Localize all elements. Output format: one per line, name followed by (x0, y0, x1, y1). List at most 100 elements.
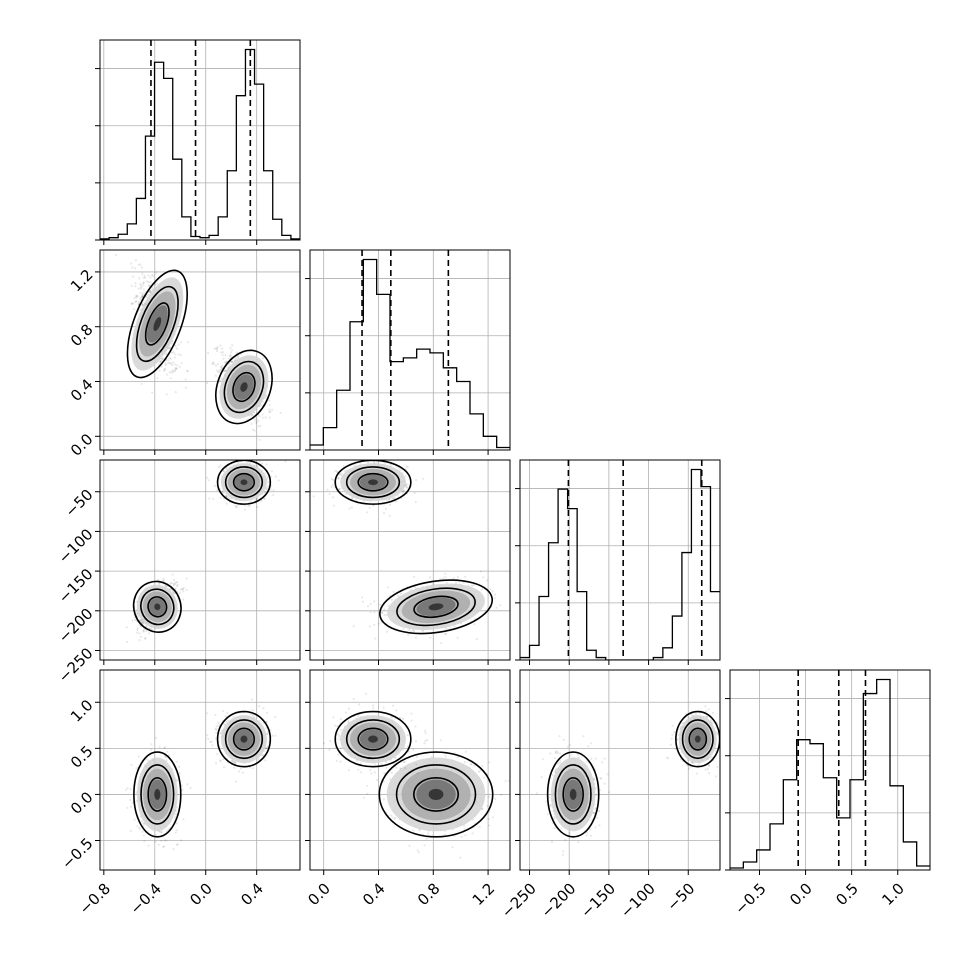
scatter-point (256, 505, 259, 508)
scatter-point (444, 572, 447, 575)
scatter-point (442, 577, 445, 580)
scatter-point (257, 419, 260, 422)
scatter-point (148, 632, 151, 635)
scatter-point (160, 358, 163, 361)
scatter-point (157, 583, 161, 586)
scatter-point (173, 369, 177, 372)
scatter-point (175, 367, 178, 370)
scatter-point (168, 371, 171, 374)
scatter-point (149, 291, 152, 294)
scatter-point (252, 714, 255, 717)
scatter-point (385, 630, 388, 633)
scatter-point (174, 581, 178, 584)
scatter-point (494, 593, 497, 596)
scatter-point (330, 477, 333, 480)
scatter-point (173, 578, 176, 582)
scatter-point (407, 633, 410, 636)
scatter-point (224, 361, 227, 364)
scatter-point (132, 275, 135, 278)
histogram-panel-3 (730, 670, 930, 870)
scatter-point (160, 839, 163, 842)
contour-line (147, 777, 168, 812)
scatter-point (444, 632, 447, 636)
scatter-point (258, 460, 261, 463)
scatter-point (219, 344, 222, 347)
scatter-point (133, 297, 136, 300)
scatter-point (229, 497, 232, 500)
scatter-point (144, 276, 147, 279)
scatter-point (129, 788, 132, 791)
scatter-point (174, 353, 177, 356)
scatter-point (222, 357, 225, 360)
scatter-point (159, 831, 162, 834)
scatter-point (236, 351, 239, 354)
scatter-point (162, 845, 165, 848)
scatter-point (269, 488, 272, 491)
scatter-point (166, 373, 169, 376)
scatter-point (135, 296, 138, 299)
scatter-point (229, 351, 233, 354)
scatter-point (277, 479, 280, 482)
scatter-point (138, 639, 141, 642)
scatter-point (163, 368, 166, 371)
scatter-point (392, 590, 395, 593)
scatter-point (352, 625, 355, 628)
scatter-point (265, 395, 268, 398)
scatter-point (388, 503, 392, 506)
scatter-point (175, 760, 178, 763)
scatter-point (214, 364, 218, 367)
scatter-point (159, 360, 163, 363)
scatter-point (262, 754, 265, 757)
scatter-point (159, 360, 162, 364)
scatter-point (456, 575, 459, 579)
scatter-point (129, 798, 132, 802)
scatter-point (166, 585, 169, 588)
scatter-point (268, 410, 271, 413)
scatter-point (130, 262, 133, 265)
scatter-point (390, 598, 393, 602)
scatter-point (142, 822, 145, 825)
scatter-point (137, 263, 140, 266)
scatter-point (348, 507, 351, 510)
scatter-point (158, 369, 161, 372)
scatter-point (220, 367, 224, 370)
scatter-point (251, 455, 253, 457)
scatter-point (186, 341, 190, 344)
scatter-point (229, 354, 232, 357)
density-panel-2-0 (100, 455, 300, 660)
scatter-point (130, 763, 133, 767)
scatter-point (473, 623, 476, 626)
scatter-point (374, 637, 377, 640)
scatter-point (225, 466, 228, 469)
scatter-point (169, 362, 172, 365)
scatter-point (174, 587, 177, 590)
density-panel-2-1 (310, 460, 510, 660)
density-shade (153, 316, 162, 331)
contour-line (224, 466, 264, 499)
scatter-point (414, 501, 417, 504)
scatter-point (207, 479, 210, 482)
scatter-point (475, 637, 478, 641)
scatter-point (264, 416, 267, 419)
scatter-point (265, 487, 268, 490)
scatter-point (177, 343, 180, 346)
scatter-point (213, 484, 217, 488)
scatter-point (142, 281, 145, 284)
scatter-point (142, 281, 145, 284)
scatter-point (414, 636, 417, 639)
scatter-point (142, 292, 145, 295)
scatter-point (148, 284, 151, 287)
scatter-point (149, 289, 152, 292)
scatter-point (140, 620, 143, 624)
histogram-panel-2 (520, 460, 720, 660)
scatter-point (135, 767, 138, 770)
scatter-point (373, 623, 376, 627)
scatter-point (237, 355, 240, 358)
scatter-point (343, 469, 346, 473)
density-shade (154, 603, 161, 611)
scatter-point (166, 362, 170, 365)
scatter-point (265, 720, 269, 724)
scatter-point (337, 477, 340, 480)
scatter-point (147, 281, 150, 284)
scatter-point (169, 582, 172, 585)
